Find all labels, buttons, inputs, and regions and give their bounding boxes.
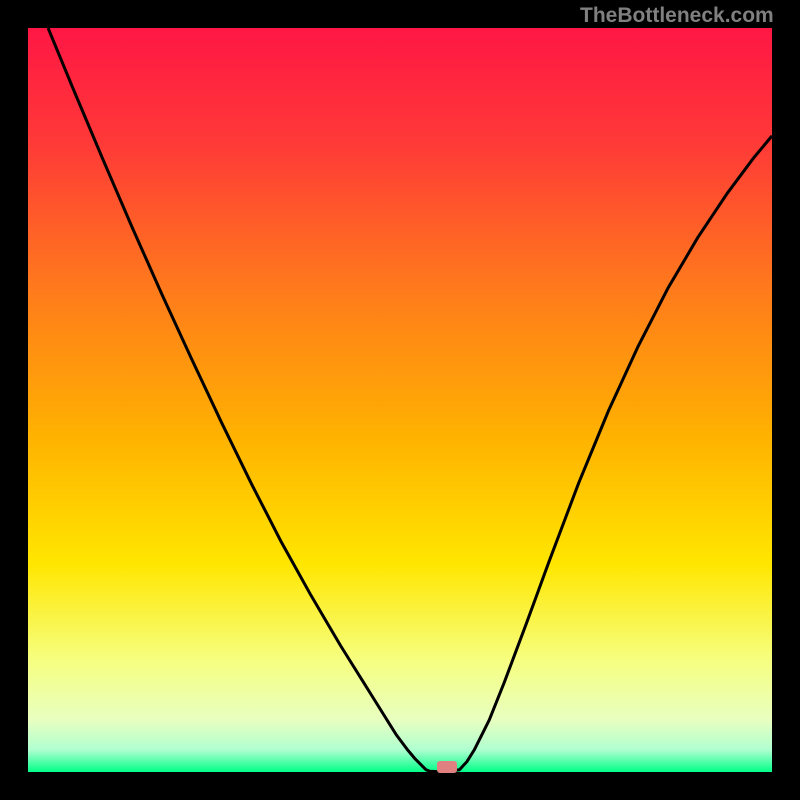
chart-container: TheBottleneck.com	[0, 0, 800, 800]
watermark-text: TheBottleneck.com	[580, 4, 774, 28]
optimal-point-marker	[437, 761, 457, 773]
plot-area	[28, 28, 772, 772]
bottleneck-curve	[28, 28, 772, 772]
